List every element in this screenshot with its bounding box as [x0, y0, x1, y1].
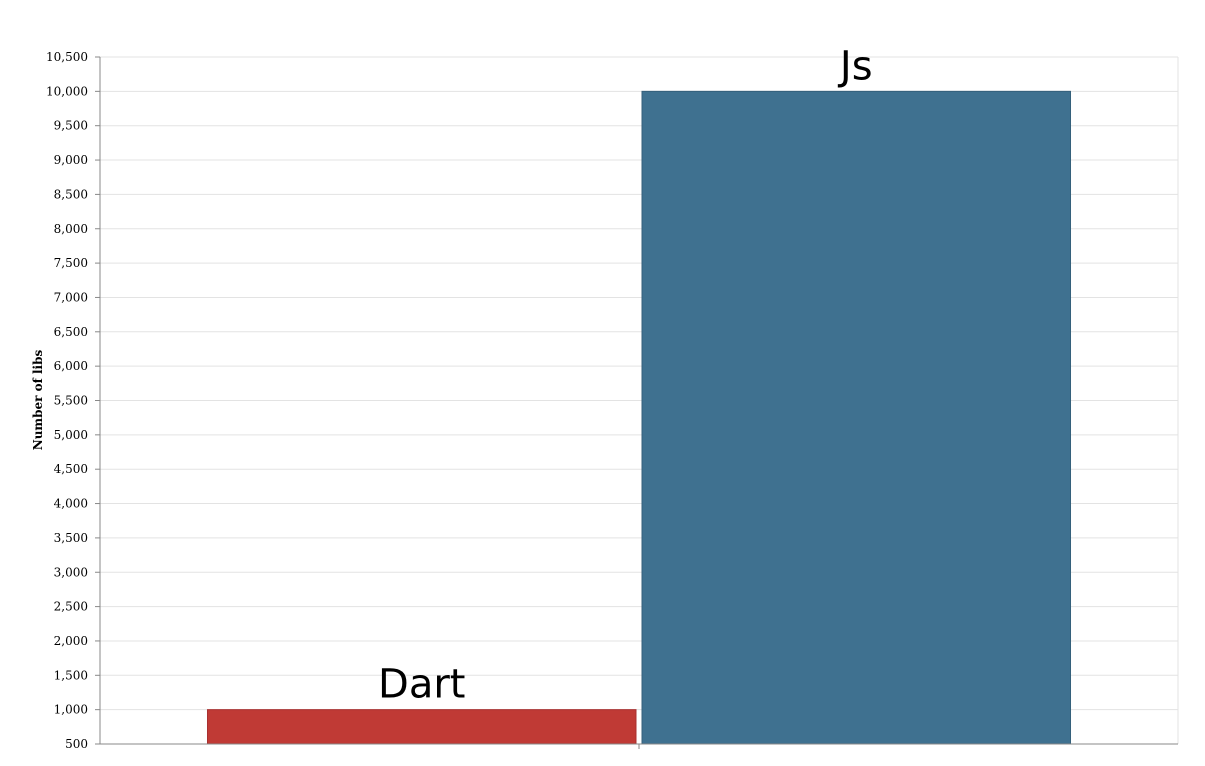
y-tick-label: 2,000	[54, 634, 88, 648]
y-tick-label: 5,500	[54, 394, 88, 408]
y-axis-ticks: 500 1,000 1,500 2,000 2,500 3,000 3,500 4,000 4,…	[46, 50, 640, 751]
y-tick-label: 7,500	[54, 256, 88, 270]
bar-js	[641, 90, 1072, 745]
bars	[206, 90, 1072, 745]
y-tick-label: 8,500	[54, 187, 88, 201]
y-tick-label: 9,500	[54, 119, 88, 133]
y-tick-label: 9,000	[54, 153, 88, 167]
bar-label-js: Js	[837, 43, 873, 89]
y-axis-label: Number of libs	[31, 349, 45, 450]
y-tick-label: 4,000	[54, 497, 88, 511]
y-tick-label: 1,500	[54, 668, 88, 682]
y-tick-label: 8,000	[54, 222, 88, 236]
y-tick-label: 6,500	[54, 325, 88, 339]
y-tick-label: 5,000	[54, 428, 88, 442]
y-tick-label: 6,000	[54, 359, 88, 373]
y-tick-label: 10,000	[46, 84, 88, 98]
bar-label-dart: Dart	[378, 662, 465, 708]
y-tick-label: 3,500	[54, 531, 88, 545]
y-tick-label: 1,000	[54, 703, 88, 717]
bar-dart	[206, 709, 637, 745]
y-tick-label: 7,000	[54, 290, 88, 304]
bar-labels: Dart Js	[378, 43, 873, 707]
y-tick-label: 2,500	[54, 600, 88, 614]
y-tick-label: 500	[65, 737, 88, 751]
y-tick-label: 10,500	[46, 50, 88, 64]
y-tick-label: 3,000	[54, 565, 88, 579]
y-tick-label: 4,500	[54, 462, 88, 476]
